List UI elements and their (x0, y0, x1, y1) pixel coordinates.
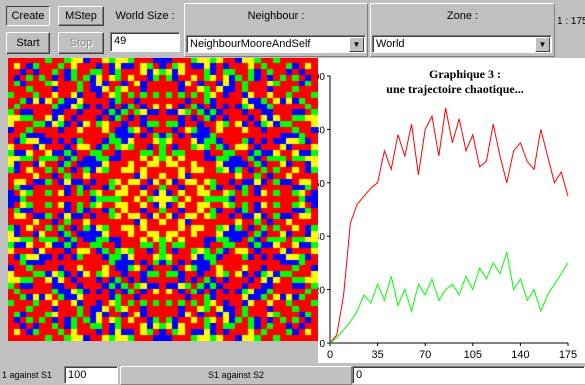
chart-subtitle: une trajectoire chaotique... (386, 82, 523, 96)
step-counter: 1 : 175 (557, 15, 585, 27)
chevron-down-icon[interactable]: ▼ (349, 37, 364, 52)
world-size-label: World Size : (115, 10, 175, 22)
neighbour-label: Neighbour : (247, 10, 305, 22)
zone-label: Zone : (446, 10, 479, 22)
s1-value-field: 100 (64, 366, 118, 384)
x-tick-label: 105 (464, 349, 482, 361)
status-s2-label: S1 against S2 (207, 370, 265, 380)
cellular-automaton-grid[interactable] (8, 58, 318, 341)
create-button[interactable]: Create (6, 6, 50, 26)
x-tick-label: 35 (371, 349, 383, 361)
y-tick-label: 80 (318, 125, 325, 136)
zone-select[interactable]: World ▼ (372, 35, 552, 53)
neighbour-select[interactable]: NeighbourMooreAndSelf ▼ (186, 35, 366, 53)
x-tick-label: 0 (327, 349, 333, 361)
status-s1-label: 1 against S1 (2, 370, 53, 380)
x-tick-label: 140 (511, 349, 529, 361)
s2-value-field: 0 (352, 366, 585, 384)
y-tick-label: 60 (318, 179, 325, 190)
chart-title: Graphique 3 : (429, 67, 501, 81)
stop-button[interactable]: Stop (58, 32, 104, 54)
series-line-1 (329, 107, 569, 344)
neighbour-select-value: NeighbourMooreAndSelf (190, 38, 311, 50)
y-tick-label: 100 (318, 72, 325, 83)
zone-select-value: World (376, 38, 405, 50)
y-tick-label: 40 (318, 232, 325, 243)
series-line-2 (329, 252, 569, 344)
start-button[interactable]: Start (6, 32, 50, 54)
trajectory-chart: Graphique 3 : une trajectoire chaotique.… (318, 58, 585, 363)
y-tick-label: 20 (318, 286, 325, 297)
world-size-input[interactable]: 49 (110, 32, 180, 52)
x-tick-label: 175 (559, 349, 577, 361)
x-tick-label: 70 (419, 349, 431, 361)
y-tick-label: 0 (319, 339, 325, 350)
chevron-down-icon[interactable]: ▼ (535, 37, 550, 52)
mstep-button[interactable]: MStep (58, 6, 104, 26)
